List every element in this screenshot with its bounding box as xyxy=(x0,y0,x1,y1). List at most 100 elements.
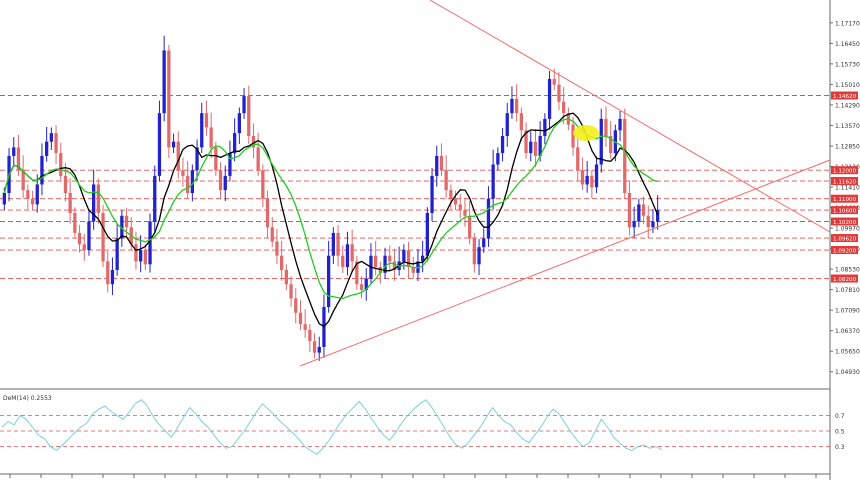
candle-body xyxy=(68,193,72,213)
indicator-line xyxy=(1,399,663,456)
candle-body xyxy=(425,212,429,256)
candle-body xyxy=(491,164,495,199)
candle-body xyxy=(482,238,486,248)
candle-body xyxy=(571,124,575,148)
candle-body xyxy=(510,98,514,114)
candle-body xyxy=(331,232,335,256)
candle-body xyxy=(204,113,209,128)
candle-body xyxy=(336,232,340,256)
candle-body xyxy=(312,341,317,353)
candle-body xyxy=(468,215,472,239)
candle-body xyxy=(341,255,345,268)
candle-body xyxy=(547,78,552,119)
price-tick-label: 1.15010 xyxy=(835,82,860,89)
candle-body xyxy=(139,250,143,262)
level-label: 1.11000 xyxy=(833,197,857,203)
level-label: 1.10200 xyxy=(833,220,857,226)
candle-body xyxy=(87,221,91,251)
candle-body xyxy=(533,141,538,156)
candle-body xyxy=(594,164,599,188)
candle-body xyxy=(218,170,223,191)
candle-body xyxy=(599,118,603,165)
candle-body xyxy=(641,204,646,216)
candle-body xyxy=(552,78,556,85)
candle-body xyxy=(124,215,129,228)
candle-body xyxy=(486,198,491,239)
candle-body xyxy=(171,141,176,148)
level-label-bg xyxy=(831,177,858,186)
candle-body xyxy=(383,255,387,273)
candle-body xyxy=(430,175,434,213)
indicator-level-label: 0.3 xyxy=(835,444,845,451)
candle-body xyxy=(49,133,53,142)
level-label: 1.08200 xyxy=(833,277,857,283)
candle-body xyxy=(308,329,312,342)
price-tick-label: 1.07090 xyxy=(835,308,860,315)
candle-body xyxy=(157,113,162,176)
level-label-bg xyxy=(831,246,858,255)
candle-body xyxy=(350,244,354,262)
candle-body xyxy=(59,153,63,176)
candle-body xyxy=(435,155,439,176)
candle-body xyxy=(651,221,655,228)
candle-body xyxy=(200,113,204,148)
candle-body xyxy=(21,170,25,191)
candle-body xyxy=(463,210,467,216)
candle-body xyxy=(96,184,100,213)
trendline-upper xyxy=(429,0,831,233)
candle-body xyxy=(519,113,523,131)
candle-body xyxy=(195,147,199,171)
candle-body xyxy=(275,241,279,256)
candle-body xyxy=(378,267,382,273)
candle-body xyxy=(355,261,359,285)
level-label-bg xyxy=(831,206,858,215)
candle-body xyxy=(35,184,39,205)
candle-body xyxy=(576,147,580,171)
level-label-bg xyxy=(831,234,858,243)
candle-body xyxy=(656,210,660,222)
candle-body xyxy=(538,135,542,156)
candle-body xyxy=(632,221,636,228)
candle-body xyxy=(12,147,16,156)
candle-body xyxy=(618,118,622,131)
candle-body xyxy=(162,50,166,114)
candle-body xyxy=(242,96,246,114)
highlight-marker xyxy=(573,125,599,141)
candle-body xyxy=(449,190,453,199)
candle-body xyxy=(110,269,115,285)
candle-body xyxy=(228,153,232,176)
candle-body xyxy=(637,204,641,222)
trendline-lower xyxy=(299,159,831,367)
candle-body xyxy=(543,118,547,136)
candle-body xyxy=(496,153,500,165)
candle-body xyxy=(500,135,505,154)
candle-body xyxy=(247,96,251,136)
candle-body xyxy=(256,147,260,171)
price-tick-label: 1.17170 xyxy=(835,20,860,27)
price-tick-label: 1.04930 xyxy=(835,369,860,376)
candle-body xyxy=(505,113,509,136)
candle-body xyxy=(54,133,58,154)
candle-body xyxy=(515,98,519,114)
candle-body xyxy=(214,147,218,171)
candle-body xyxy=(289,284,293,299)
price-tick-label: 1.13570 xyxy=(835,123,860,130)
candle-body xyxy=(585,175,589,185)
candle-body xyxy=(623,118,627,193)
candle-body xyxy=(402,250,406,262)
candle-body xyxy=(186,175,190,193)
candle-body xyxy=(82,244,86,251)
candle-body xyxy=(223,175,227,191)
candle-body xyxy=(134,244,138,262)
candle-body xyxy=(557,84,561,102)
price-tick-label: 1.16450 xyxy=(835,41,860,48)
candle-body xyxy=(388,255,392,262)
candle-body xyxy=(580,170,585,185)
candle-body xyxy=(406,250,411,268)
candle-body xyxy=(421,255,425,262)
candle-body xyxy=(472,238,476,265)
candle-body xyxy=(30,198,35,205)
candle-body xyxy=(233,133,237,154)
